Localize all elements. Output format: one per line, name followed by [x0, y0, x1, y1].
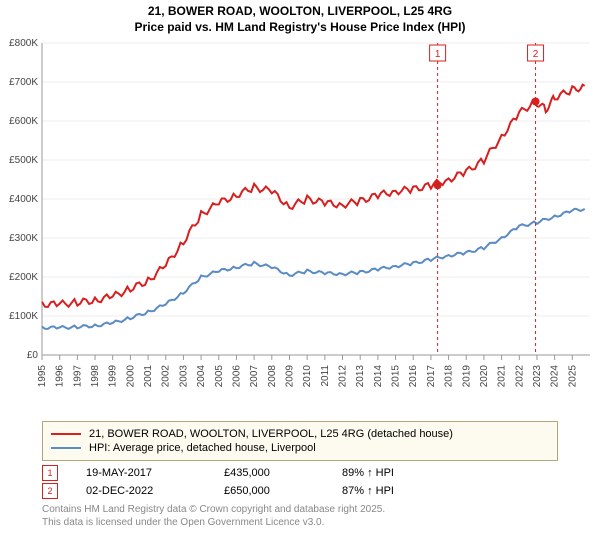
svg-text:£800K: £800K [9, 38, 38, 49]
svg-text:2001: 2001 [143, 365, 154, 388]
svg-text:2004: 2004 [196, 365, 207, 388]
chart-area: £0 £100K £200K £300K £400K £500K £600K £700K £80… [0, 35, 600, 415]
legend: 21, BOWER ROAD, WOOLTON, LIVERPOOL, L25 … [42, 421, 558, 461]
svg-text:2000: 2000 [125, 365, 136, 388]
svg-text:1997: 1997 [72, 365, 83, 388]
svg-text:£400K: £400K [9, 194, 38, 205]
sale-price: £435,000 [224, 467, 314, 479]
svg-text:2013: 2013 [355, 365, 366, 388]
svg-text:2: 2 [533, 49, 539, 60]
sale-row: 2 02-DEC-2022 £650,000 87% ↑ HPI [42, 483, 558, 499]
svg-text:2008: 2008 [267, 365, 278, 388]
svg-text:2016: 2016 [408, 365, 419, 388]
svg-text:£100K: £100K [9, 311, 38, 322]
svg-text:£0: £0 [27, 350, 39, 361]
svg-text:2017: 2017 [426, 365, 437, 388]
legend-label: HPI: Average price, detached house, Live… [89, 442, 316, 454]
svg-text:2020: 2020 [479, 365, 490, 388]
title-line2: Price paid vs. HM Land Registry's House … [0, 20, 600, 36]
footer: Contains HM Land Registry data © Crown c… [42, 503, 558, 529]
svg-text:2024: 2024 [550, 365, 561, 388]
sale-delta: 87% ↑ HPI [342, 485, 394, 497]
legend-label: 21, BOWER ROAD, WOOLTON, LIVERPOOL, L25 … [89, 428, 453, 440]
svg-text:2019: 2019 [461, 365, 472, 388]
svg-text:2021: 2021 [497, 365, 508, 388]
footer-line2: This data is licensed under the Open Gov… [42, 516, 558, 529]
legend-item: 21, BOWER ROAD, WOOLTON, LIVERPOOL, L25 … [51, 428, 549, 440]
sale-row: 1 19-MAY-2017 £435,000 89% ↑ HPI [42, 465, 558, 481]
svg-text:£200K: £200K [9, 272, 38, 283]
svg-text:2010: 2010 [302, 365, 313, 388]
svg-text:£500K: £500K [9, 155, 38, 166]
sale-point-1 [434, 182, 442, 190]
sale-price: £650,000 [224, 485, 314, 497]
sale-marker-box: 1 [42, 465, 58, 481]
svg-text:2018: 2018 [444, 365, 455, 388]
svg-text:2003: 2003 [178, 365, 189, 388]
legend-swatch [51, 447, 81, 449]
svg-text:£600K: £600K [9, 116, 38, 127]
svg-text:2007: 2007 [249, 365, 260, 388]
sale-marker-box: 2 [42, 483, 58, 499]
svg-text:2005: 2005 [214, 365, 225, 388]
svg-text:2023: 2023 [532, 365, 543, 388]
legend-item: HPI: Average price, detached house, Live… [51, 442, 549, 454]
legend-swatch [51, 433, 81, 435]
svg-text:£300K: £300K [9, 233, 38, 244]
footer-line1: Contains HM Land Registry data © Crown c… [42, 503, 558, 516]
title-line1: 21, BOWER ROAD, WOOLTON, LIVERPOOL, L25 … [0, 4, 600, 20]
sale-table: 1 19-MAY-2017 £435,000 89% ↑ HPI 2 02-DEC-202… [42, 465, 558, 499]
svg-text:1: 1 [435, 49, 441, 60]
svg-text:1995: 1995 [37, 365, 48, 388]
line-chart-svg: £0 £100K £200K £300K £400K £500K £600K £700K £80… [0, 35, 600, 415]
sale-date: 02-DEC-2022 [86, 485, 196, 497]
svg-text:2011: 2011 [320, 365, 331, 387]
svg-text:1999: 1999 [108, 365, 119, 388]
svg-text:2006: 2006 [231, 365, 242, 388]
sale-delta: 89% ↑ HPI [342, 467, 394, 479]
svg-text:2009: 2009 [284, 365, 295, 388]
svg-text:2012: 2012 [338, 365, 349, 388]
series-hpi [42, 209, 585, 329]
chart-title: 21, BOWER ROAD, WOOLTON, LIVERPOOL, L25 … [0, 0, 600, 35]
sale-date: 19-MAY-2017 [86, 467, 196, 479]
svg-text:2022: 2022 [514, 365, 525, 388]
svg-text:£700K: £700K [9, 77, 38, 88]
svg-text:1996: 1996 [55, 365, 66, 388]
svg-text:2002: 2002 [161, 365, 172, 388]
sale-point-2 [532, 98, 540, 106]
svg-text:2014: 2014 [373, 365, 384, 388]
svg-text:2025: 2025 [567, 365, 578, 388]
svg-text:1998: 1998 [90, 365, 101, 388]
svg-text:2015: 2015 [391, 365, 402, 388]
